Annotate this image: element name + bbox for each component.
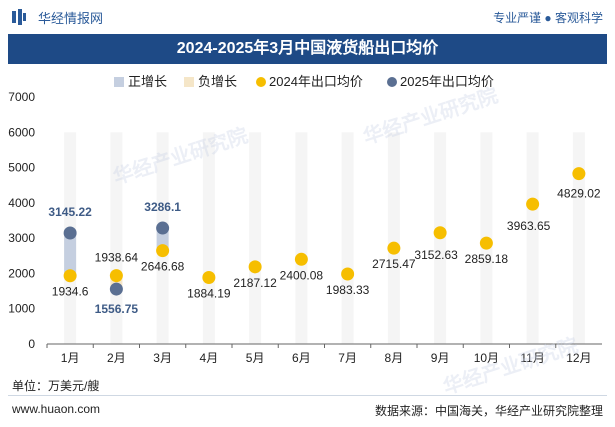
data-label-2025: 3145.22: [48, 205, 92, 219]
legend-negative-swatch: [184, 77, 194, 87]
header-bar: 华经情报网 专业严谨 ● 客观科学: [0, 0, 615, 32]
column-band: [387, 132, 400, 344]
y-tick-label: 1000: [8, 302, 35, 316]
point-2024: [294, 252, 308, 266]
x-tick-label: 9月: [431, 351, 450, 365]
point-2024: [572, 167, 586, 181]
data-label-2025: 3286.1: [144, 200, 181, 214]
column-band: [249, 132, 262, 344]
point-2024: [202, 271, 216, 285]
data-label-2024: 2715.47: [372, 257, 416, 271]
legend-positive-swatch: [114, 77, 124, 87]
data-label-2024: 2646.68: [141, 260, 185, 274]
point-2024: [156, 244, 170, 258]
y-tick-label: 6000: [8, 125, 35, 139]
column-band: [295, 132, 308, 344]
point-2024: [248, 260, 262, 274]
x-tick-label: 12月: [566, 351, 591, 365]
legend-positive-label: 正增长: [128, 74, 167, 89]
x-tick-label: 5月: [246, 351, 265, 365]
legend-2024-marker: [256, 77, 266, 87]
point-2024: [63, 269, 77, 283]
data-label-2024: 1983.33: [326, 283, 370, 297]
point-2024: [526, 197, 540, 211]
x-tick-label: 10月: [474, 351, 499, 365]
y-tick-label: 2000: [8, 266, 35, 280]
y-tick-label: 5000: [8, 161, 35, 175]
point-2024: [479, 236, 493, 250]
point-2024: [387, 241, 401, 255]
x-tick-label: 4月: [200, 351, 219, 365]
column-band: [341, 132, 354, 344]
footer-divider: [8, 395, 607, 396]
tagline: 专业严谨 ● 客观科学: [493, 11, 603, 25]
x-tick-label: 2月: [107, 351, 126, 365]
data-label-2024: 2400.08: [280, 268, 324, 282]
footer-source: 数据来源：中国海关，华经产业研究院整理: [374, 404, 603, 418]
footer-url[interactable]: www.huaon.com: [12, 402, 101, 416]
data-label-2024: 2859.18: [465, 252, 509, 266]
x-tick-label: 11月: [520, 351, 544, 365]
y-tick-label: 0: [28, 337, 35, 351]
column-band: [202, 132, 215, 344]
legend-2024-label: 2024年出口均价: [269, 74, 363, 89]
legend-2025-label: 2025年出口均价: [400, 74, 494, 89]
y-tick-label: 7000: [8, 90, 35, 104]
x-tick-label: 8月: [385, 351, 404, 365]
data-label-2024: 3963.65: [507, 219, 551, 233]
legend-negative-label: 负增长: [198, 74, 237, 89]
data-label-2025: 1556.75: [95, 302, 139, 316]
data-label-2024: 4829.02: [557, 187, 601, 201]
point-2024: [109, 269, 123, 283]
point-2024: [341, 267, 355, 281]
point-2025: [156, 221, 170, 235]
brand-name: 华经情报网: [38, 11, 104, 26]
point-2025: [63, 226, 77, 240]
data-label-2024: 3152.63: [414, 248, 458, 262]
data-label-2024: 1884.19: [187, 287, 231, 301]
legend-2025-marker: [387, 77, 397, 87]
x-tick-label: 6月: [292, 351, 311, 365]
growth-bar: [64, 233, 77, 276]
y-tick-label: 4000: [8, 196, 35, 210]
x-tick-label: 7月: [338, 351, 357, 365]
point-2024: [433, 226, 447, 240]
brand-logo-icon: [12, 9, 26, 25]
column-band: [572, 132, 585, 344]
unit-label: 单位：万美元/艘: [12, 379, 100, 393]
x-tick-label: 3月: [153, 351, 172, 365]
y-tick-label: 3000: [8, 231, 35, 245]
point-2025: [109, 282, 123, 296]
column-band: [526, 132, 539, 344]
data-label-2024: 1938.64: [95, 251, 139, 265]
x-tick-label: 1月: [61, 351, 80, 365]
data-label-2024: 1934.6: [52, 285, 89, 299]
data-label-2024: 2187.12: [233, 276, 277, 290]
chart-title: 2024-2025年3月中国液货船出口均价: [8, 34, 607, 64]
chart-area: 0 1000 2000 3000 4000 5000 6000 7000 1月 2月 3月 4月 5月 6…: [8, 74, 602, 365]
